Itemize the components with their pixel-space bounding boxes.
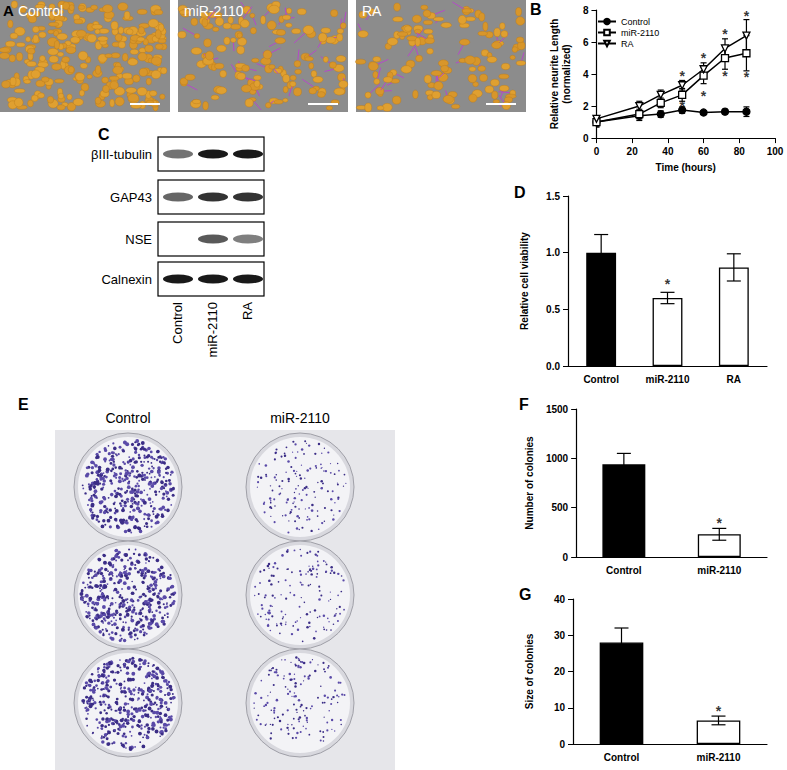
svg-text:*: * (722, 68, 728, 84)
svg-text:Relative cell viability: Relative cell viability (519, 232, 530, 330)
svg-text:0: 0 (563, 552, 569, 563)
svg-text:D: D (514, 184, 526, 201)
svg-text:Control: Control (606, 565, 642, 576)
svg-text:miR-2110: miR-2110 (270, 410, 330, 426)
svg-text:Control: Control (105, 410, 150, 426)
svg-text:Calnexin: Calnexin (101, 272, 152, 287)
svg-text:40: 40 (554, 594, 566, 605)
svg-text:1500: 1500 (546, 404, 569, 415)
svg-text:GAP43: GAP43 (110, 190, 152, 205)
svg-text:1.0: 1.0 (546, 247, 560, 258)
svg-text:*: * (744, 8, 750, 24)
svg-text:A: A (3, 2, 14, 19)
svg-text:20: 20 (627, 146, 639, 157)
svg-text:Size of colonies: Size of colonies (524, 633, 535, 709)
svg-text:miR-2110: miR-2110 (205, 302, 220, 357)
svg-text:G: G (519, 586, 531, 603)
svg-text:Time (hours): Time (hours) (656, 162, 716, 173)
svg-text:miR-2110: miR-2110 (621, 28, 659, 38)
svg-text:10: 10 (554, 702, 566, 713)
svg-text:*: * (722, 26, 728, 42)
svg-text:Relative neurite Length: Relative neurite Length (549, 19, 560, 130)
svg-text:500: 500 (551, 502, 568, 513)
svg-text:F: F (519, 396, 529, 413)
svg-text:miR-2110: miR-2110 (646, 374, 690, 385)
svg-text:RA: RA (240, 302, 255, 320)
svg-text:20: 20 (554, 666, 566, 677)
svg-text:0.0: 0.0 (546, 361, 560, 372)
svg-text:*: * (716, 703, 722, 719)
svg-text:2: 2 (583, 101, 589, 112)
svg-text:Control: Control (621, 17, 650, 27)
svg-text:miR-2110: miR-2110 (697, 752, 741, 763)
svg-text:Control: Control (604, 752, 640, 763)
svg-text:60: 60 (698, 146, 710, 157)
svg-text:6: 6 (583, 37, 589, 48)
svg-text:C: C (98, 126, 110, 143)
svg-text:1.5: 1.5 (546, 191, 560, 202)
svg-text:*: * (701, 50, 707, 66)
svg-text:*: * (679, 68, 685, 84)
svg-text:*: * (701, 88, 707, 104)
svg-text:*: * (717, 515, 723, 531)
svg-text:Control: Control (18, 3, 63, 19)
svg-text:Number of colonies: Number of colonies (524, 436, 535, 530)
svg-text:B: B (530, 1, 542, 18)
svg-text:8: 8 (583, 5, 589, 16)
svg-text:βIII-tubulin: βIII-tubulin (91, 147, 152, 162)
svg-text:0: 0 (559, 739, 565, 750)
svg-text:*: * (744, 69, 750, 85)
svg-text:RA: RA (621, 39, 634, 49)
svg-text:E: E (18, 396, 29, 413)
svg-text:Control: Control (170, 302, 185, 344)
svg-text:miR-2110: miR-2110 (184, 3, 244, 19)
svg-text:40: 40 (662, 146, 674, 157)
svg-text:30: 30 (554, 630, 566, 641)
svg-text:*: * (665, 276, 671, 292)
svg-text:4: 4 (583, 69, 589, 80)
svg-text:0: 0 (594, 146, 600, 157)
svg-text:0: 0 (583, 133, 589, 144)
svg-text:80: 80 (734, 146, 746, 157)
svg-text:NSE: NSE (125, 232, 152, 247)
svg-text:RA: RA (727, 374, 741, 385)
svg-text:1000: 1000 (546, 453, 569, 464)
svg-text:RA: RA (362, 3, 382, 19)
svg-text:*: * (679, 98, 685, 114)
svg-text:Control: Control (583, 374, 619, 385)
svg-text:miR-2110: miR-2110 (697, 565, 741, 576)
svg-text:(normalized): (normalized) (561, 44, 572, 103)
svg-text:0.5: 0.5 (546, 304, 560, 315)
svg-text:100: 100 (767, 146, 784, 157)
